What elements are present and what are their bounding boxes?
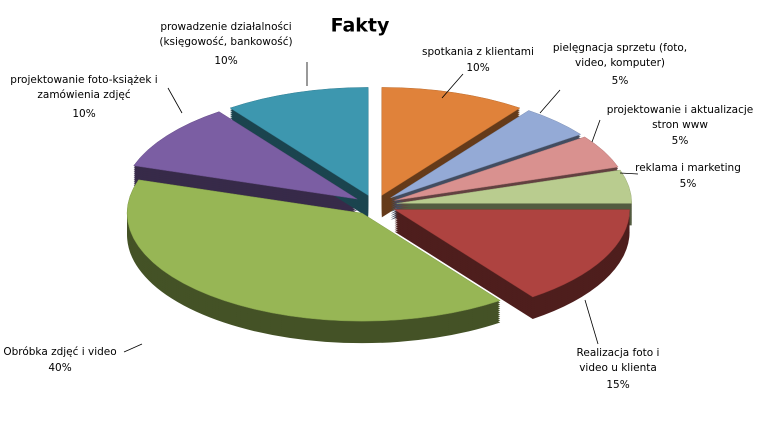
slice xyxy=(394,136,619,201)
slice xyxy=(390,110,582,199)
slice-value-label: 10% xyxy=(466,62,490,74)
slice-label: spotkania z klientami xyxy=(422,46,534,58)
slice-value-label: 15% xyxy=(606,379,630,391)
slice xyxy=(126,179,501,322)
slice-value-label: 40% xyxy=(48,362,72,374)
slice xyxy=(381,87,521,196)
slice-value-label: 5% xyxy=(679,178,697,190)
leader-line xyxy=(441,73,464,99)
slice-label: Obróbka zdjęć i video xyxy=(3,346,117,358)
slice-label: prowadzenie działalności (księgowość, ba… xyxy=(159,21,293,48)
leader-line xyxy=(591,119,601,143)
slice-label: projektowanie i aktualizacje stron www xyxy=(606,104,754,131)
leader-line xyxy=(584,299,599,345)
slice xyxy=(133,111,358,200)
chart-title: Fakty xyxy=(331,15,390,37)
slice-label: Realizacja foto i video u klienta xyxy=(576,347,660,374)
slice-value-label: 5% xyxy=(611,75,629,87)
slice-label: projektowanie foto-książek i zamówienia … xyxy=(10,74,158,101)
leader-line xyxy=(539,89,561,114)
slice-value-label: 10% xyxy=(214,55,238,67)
slice-label: pielęgnacja sprzetu (foto, video, komput… xyxy=(552,42,688,69)
leader-line xyxy=(619,172,639,175)
leader-line xyxy=(167,87,183,114)
slice xyxy=(396,169,632,204)
slice-value-label: 10% xyxy=(72,108,96,120)
slice-value-label: 5% xyxy=(671,135,689,147)
slice-label: reklama i marketing xyxy=(635,162,741,174)
leader-line xyxy=(123,343,143,353)
slice xyxy=(393,209,630,298)
slice xyxy=(229,87,369,196)
